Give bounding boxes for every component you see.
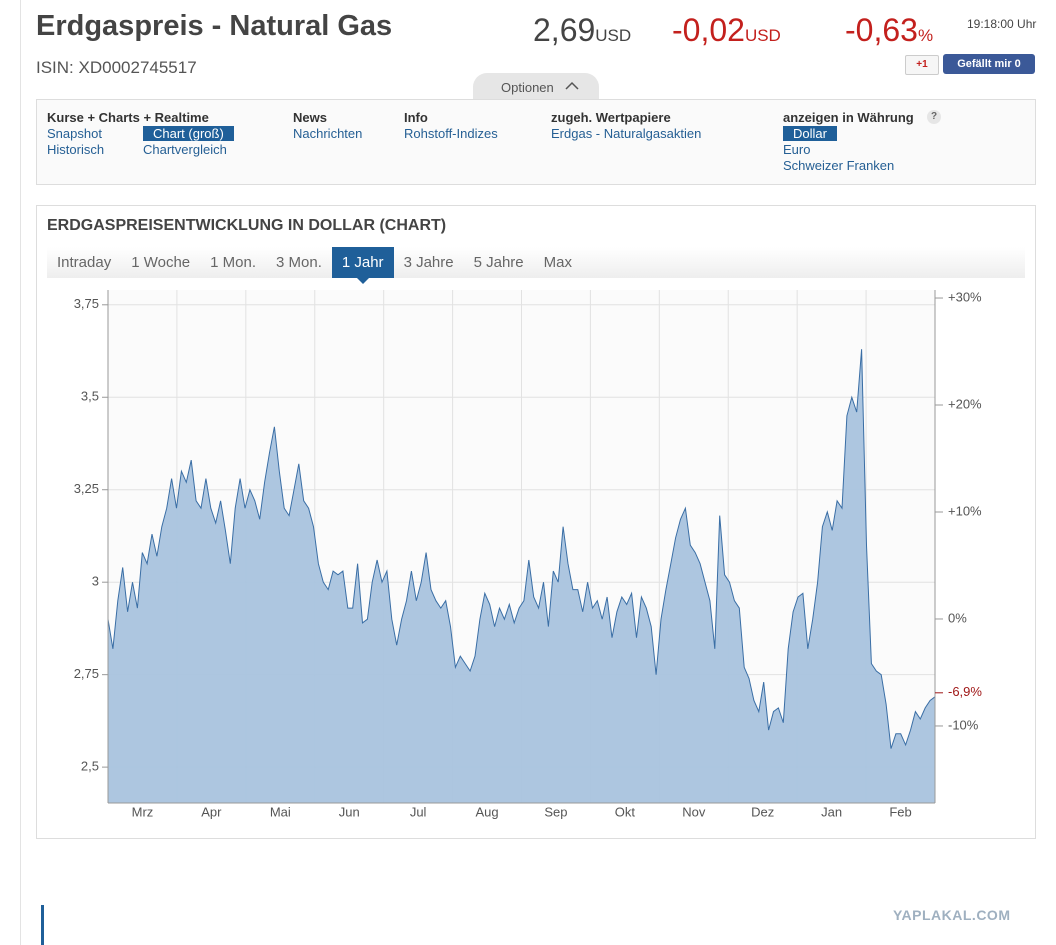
help-icon[interactable]: ? — [927, 110, 941, 124]
nav-link[interactable]: Erdgas - Naturalgasaktien — [551, 126, 702, 141]
nav-link[interactable]: Euro — [783, 142, 811, 157]
isin: ISIN: XD0002745517 — [36, 58, 197, 77]
tab-bar: Intraday 1 Woche 1 Mon. 3 Mon. 1 Jahr 3 Jahre… — [47, 247, 1025, 284]
page-border — [20, 0, 21, 945]
nav-link[interactable]: Nachrichten — [293, 126, 363, 141]
title: Erdgaspreis - Natural Gas — [36, 10, 393, 42]
change-unit: USD — [744, 26, 781, 45]
price: 2,69USD — [533, 12, 631, 49]
chart-tab[interactable]: 1 Mon. — [210, 254, 256, 271]
chart-tab[interactable]: 3 Jahre — [403, 254, 454, 271]
options-label: Optionen — [501, 80, 554, 95]
nav-title: News — [293, 110, 327, 125]
nav-link[interactable]: Schweizer Franken — [783, 158, 895, 173]
nav-title: Kurse + Charts + Realtime — [47, 110, 209, 125]
chart-tab[interactable]: 5 Jahre — [473, 254, 524, 271]
watermark: YAPLAKAL.COM — [893, 907, 1011, 923]
nav-link[interactable]: Chartvergleich — [143, 142, 227, 157]
price-value: 2,69 — [533, 12, 596, 48]
gplus-button[interactable]: +1 — [905, 55, 939, 75]
change-pct: -0,63% — [845, 12, 933, 49]
nav-link[interactable]: Snapshot — [47, 126, 102, 141]
nav-link-active[interactable]: Dollar — [783, 126, 837, 141]
nav-link-active[interactable]: Chart (groß) — [143, 126, 234, 141]
change-value: -0,02 — [672, 12, 745, 48]
chart-tab[interactable]: 3 Mon. — [276, 254, 322, 271]
chart-tab[interactable]: Max — [543, 254, 572, 271]
nav-title: Info — [404, 110, 428, 125]
chart-box — [36, 205, 1036, 839]
chart-tab[interactable]: 1 Woche — [131, 254, 191, 271]
caret — [565, 81, 579, 90]
tabs: Intraday 1 Woche 1 Mon. 3 Mon. 1 Jahr 3 Jahre… — [47, 247, 1025, 284]
nav-title: anzeigen in Währung — [783, 110, 914, 125]
change-pct-value: -0,63 — [845, 12, 918, 48]
like-button[interactable]: Gefällt mir 0 — [943, 54, 1035, 74]
nav-title: zugeh. Wertpapiere — [551, 110, 671, 125]
chart-title: ERDGASPREISENTWICKLUNG IN DOLLAR (CHART) — [47, 217, 447, 234]
tab-pointer — [356, 278, 369, 284]
nav-box — [36, 99, 1036, 185]
change: -0,02USD — [672, 12, 781, 49]
chart-tab[interactable]: Intraday — [57, 254, 112, 271]
accent-bar — [41, 905, 44, 945]
nav-link[interactable]: Rohstoff-Indizes — [404, 126, 498, 141]
options-tab[interactable]: Optionen — [473, 73, 599, 100]
change-pct-unit: % — [917, 26, 934, 45]
time: 19:18:00 Uhr — [967, 17, 1037, 31]
price-unit: USD — [595, 26, 632, 45]
nav-link[interactable]: Historisch — [47, 142, 105, 157]
chart-tab[interactable]: 1 Jahr — [331, 247, 394, 284]
